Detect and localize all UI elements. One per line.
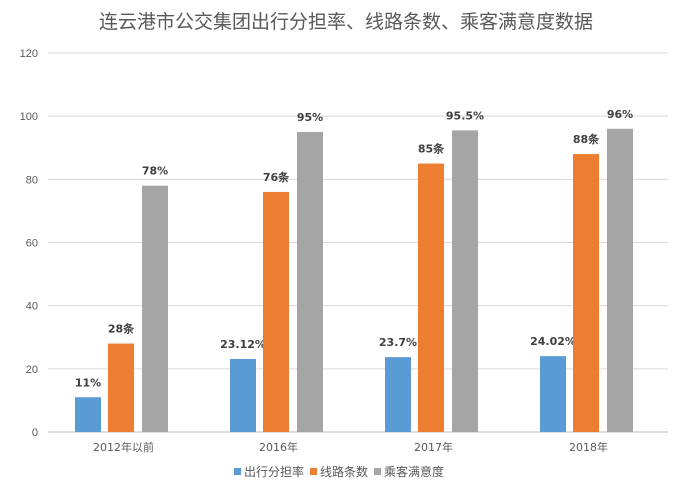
data-label: 88条 (573, 132, 600, 146)
data-label: 76条 (263, 170, 290, 184)
data-label: 23.12% (220, 338, 266, 351)
y-tick-label: 20 (26, 364, 38, 376)
y-tick-label: 0 (32, 427, 38, 439)
y-tick-label: 80 (26, 174, 38, 186)
y-tick-label: 100 (20, 111, 38, 123)
bar (142, 185, 168, 432)
bar (607, 128, 633, 433)
data-label: 28条 (108, 322, 135, 336)
data-label: 24.02% (530, 335, 576, 348)
bar (263, 191, 289, 432)
data-label: 96% (607, 108, 633, 121)
bar (385, 357, 411, 432)
x-category-label: 2016年 (259, 440, 298, 454)
bar (75, 397, 101, 432)
legend-label: 出行分担率 (244, 464, 304, 479)
data-label: 95% (297, 111, 323, 124)
x-category-label: 2018年 (569, 440, 608, 454)
y-tick-label: 60 (26, 238, 38, 250)
bar (573, 154, 599, 433)
data-label: 85条 (418, 142, 445, 156)
x-category-label: 2017年 (414, 440, 453, 454)
bar (540, 356, 566, 432)
bar (418, 163, 444, 432)
legend-swatch (234, 468, 241, 475)
bar (297, 131, 323, 433)
data-label: 78% (142, 165, 168, 178)
chart-title: 连云港市公交集团出行分担率、线路条数、乘客满意度数据 (99, 11, 593, 33)
bar (108, 343, 134, 432)
data-label: 95.5% (446, 109, 484, 122)
bar (230, 358, 256, 432)
y-tick-label: 120 (20, 48, 38, 60)
x-category-label: 2012年以前 (93, 440, 154, 454)
legend-label: 乘客满意度 (384, 464, 444, 479)
y-tick-label: 40 (26, 301, 38, 313)
bar (452, 130, 478, 433)
legend-label: 线路条数 (320, 464, 368, 479)
legend-swatch (374, 468, 381, 475)
data-label: 11% (75, 376, 101, 389)
data-label: 23.7% (379, 336, 417, 349)
legend-swatch (310, 468, 317, 475)
